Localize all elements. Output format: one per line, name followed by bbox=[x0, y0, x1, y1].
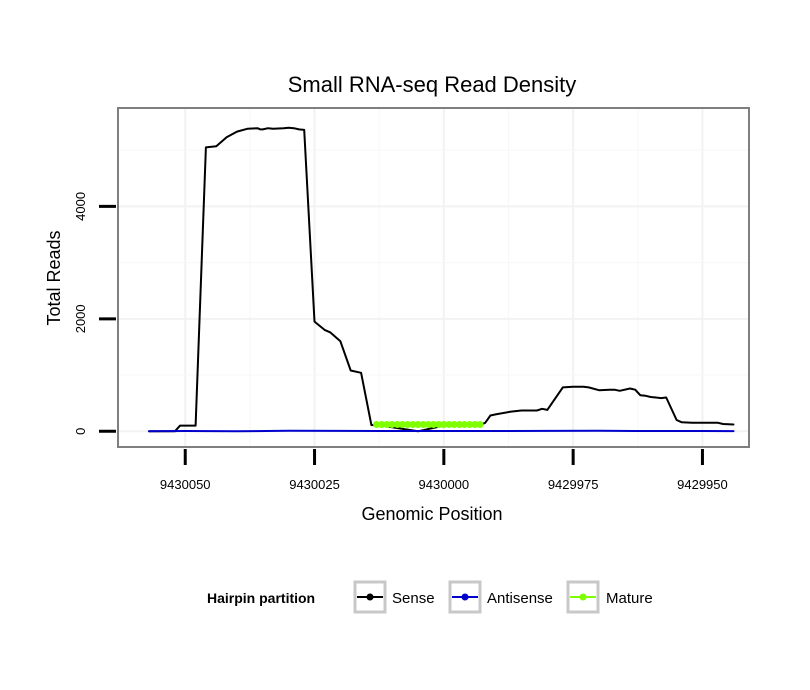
data-point-mature bbox=[409, 421, 417, 429]
legend-label-mature: Mature bbox=[606, 590, 653, 607]
x-tick-label: 9429975 bbox=[548, 477, 599, 492]
y-tick-label: 4000 bbox=[73, 192, 88, 221]
plot-border bbox=[117, 107, 750, 448]
data-point-mature bbox=[476, 421, 484, 429]
x-tick-label: 9430050 bbox=[160, 477, 211, 492]
y-axis: 0 2000 4000 bbox=[73, 192, 116, 435]
y-tick-label: 0 bbox=[73, 428, 88, 435]
data-point-mature bbox=[445, 421, 453, 429]
legend-item-mature: Mature bbox=[566, 580, 653, 614]
series-line-antisense bbox=[148, 429, 735, 433]
data-point-mature bbox=[424, 421, 432, 429]
data-point-mature bbox=[435, 421, 443, 429]
data-point-mature bbox=[461, 421, 469, 429]
data-point-mature bbox=[393, 421, 401, 429]
data-point-mature bbox=[455, 421, 463, 429]
data-point-mature bbox=[471, 421, 479, 429]
x-tick-label: 9429950 bbox=[677, 477, 728, 492]
legend-item-sense: Sense bbox=[353, 580, 435, 614]
legend: Hairpin partition Sense Antisense Mature bbox=[207, 580, 653, 614]
x-axis-title: Genomic Position bbox=[361, 504, 502, 524]
data-point-mature bbox=[388, 421, 396, 429]
x-tick-label: 9430025 bbox=[289, 477, 340, 492]
legend-label-sense: Sense bbox=[392, 590, 435, 607]
data-point-mature bbox=[450, 421, 458, 429]
y-tick-label: 2000 bbox=[73, 304, 88, 333]
series-layer bbox=[148, 126, 735, 433]
x-axis: 9430050 9430025 9430000 9429975 9429950 bbox=[160, 449, 728, 492]
y-axis-title: Total Reads bbox=[44, 230, 64, 325]
x-tick-label: 9430000 bbox=[419, 477, 470, 492]
data-point-mature bbox=[378, 421, 386, 429]
data-point-mature bbox=[466, 421, 474, 429]
data-point-mature bbox=[414, 421, 422, 429]
data-point-mature bbox=[373, 421, 381, 429]
legend-key-point-sense bbox=[366, 593, 374, 601]
legend-key-point-antisense bbox=[461, 593, 469, 601]
plot-panel bbox=[118, 108, 749, 447]
data-point-mature bbox=[430, 421, 437, 429]
legend-label-antisense: Antisense bbox=[487, 590, 553, 607]
legend-key-point-mature bbox=[579, 593, 587, 601]
data-point-mature bbox=[404, 421, 412, 429]
data-point-mature bbox=[398, 421, 406, 429]
data-point-mature bbox=[419, 421, 427, 429]
legend-title: Hairpin partition bbox=[207, 590, 315, 606]
chart-title: Small RNA-seq Read Density bbox=[288, 72, 577, 97]
data-point-mature bbox=[383, 421, 391, 429]
data-point-mature bbox=[440, 421, 448, 429]
legend-item-antisense: Antisense bbox=[448, 580, 553, 614]
